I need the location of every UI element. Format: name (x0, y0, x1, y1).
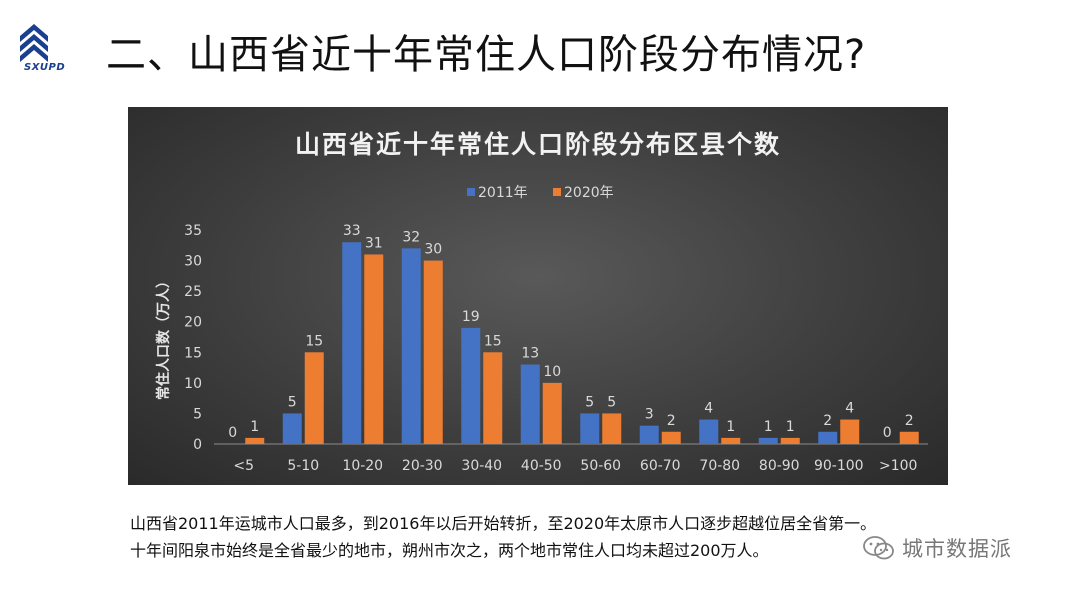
data-label: 15 (484, 333, 502, 349)
data-label: 0 (228, 425, 237, 441)
watermark: 城市数据派 (862, 533, 1012, 563)
bar-2020 (483, 352, 503, 444)
data-label: 0 (883, 425, 892, 441)
data-label: 19 (462, 309, 480, 325)
y-tick-label: 5 (193, 406, 202, 422)
bar-2011 (580, 413, 600, 444)
data-label: 2 (905, 413, 914, 429)
legend-label-1: 2020年 (564, 185, 614, 201)
bar-2020 (661, 431, 681, 444)
x-tick-label: 10-20 (342, 458, 383, 474)
x-tick-label: 80-90 (759, 458, 800, 474)
x-tick-label: >100 (879, 458, 917, 474)
y-tick-label: 20 (184, 315, 202, 331)
data-label: 1 (726, 419, 735, 435)
y-tick-label: 25 (184, 284, 202, 300)
logo-text: SXUPD (24, 62, 66, 73)
x-tick-label: 20-30 (402, 458, 443, 474)
bar-2011 (401, 248, 421, 444)
bar-2011 (342, 242, 362, 444)
data-label: 2 (823, 413, 832, 429)
sxupd-logo-icon (20, 24, 48, 62)
data-label: 2 (667, 413, 676, 429)
description-line-1: 山西省2011年运城市人口最多，到2016年以后开始转折，至2020年太原市人口… (130, 514, 877, 533)
x-tick-label: 30-40 (461, 458, 502, 474)
legend-swatch-1 (553, 188, 561, 196)
data-label: 4 (704, 401, 713, 417)
x-tick-label: 60-70 (640, 458, 681, 474)
data-label: 4 (845, 401, 854, 417)
bar-2011 (699, 419, 719, 444)
bar-2011 (461, 327, 481, 444)
y-axis-title: 常住人口数（万人） (155, 274, 172, 400)
bar-2020 (602, 413, 622, 444)
bar-2020 (721, 437, 741, 444)
data-label: 1 (250, 419, 259, 435)
y-tick-label: 15 (184, 345, 202, 361)
bar-2011 (639, 425, 659, 444)
data-label: 3 (645, 407, 654, 423)
data-label: 13 (521, 346, 539, 362)
description-line-2: 十年间阳泉市始终是全省最少的地市，朔州市次之，两个地市常住人口均未超过200万人… (130, 541, 769, 560)
bar-2020 (423, 260, 443, 444)
bar-2020 (245, 437, 265, 444)
data-label: 31 (365, 235, 383, 251)
y-tick-label: 0 (193, 437, 202, 453)
data-label: 5 (288, 394, 297, 410)
data-label: 30 (424, 242, 442, 258)
x-tick-label: 70-80 (699, 458, 740, 474)
bar-2020 (780, 437, 800, 444)
y-tick-label: 30 (184, 254, 202, 270)
legend-swatch-0 (467, 188, 475, 196)
chart-title: 山西省近十年常住人口阶段分布区县个数 (295, 130, 781, 159)
x-tick-label: 40-50 (521, 458, 562, 474)
bar-2020 (899, 431, 919, 444)
bar-2020 (542, 382, 562, 444)
chart-panel: 山西省近十年常住人口阶段分布区县个数 2011年 2020年 0 5 10 15 20 25 30… (128, 107, 948, 485)
data-label: 10 (543, 364, 561, 380)
x-tick-label: 90-100 (814, 458, 864, 474)
wechat-icon (863, 536, 894, 560)
bar-2011 (282, 413, 302, 444)
data-label: 5 (585, 394, 594, 410)
bar-2020 (364, 254, 384, 444)
page-title: 二、山西省近十年常住人口阶段分布情况? (106, 32, 867, 78)
x-tick-label: <5 (233, 458, 254, 474)
data-label: 1 (764, 419, 773, 435)
x-tick-label: 50-60 (580, 458, 621, 474)
y-tick-label: 10 (184, 376, 202, 392)
y-tick-label: 35 (184, 223, 202, 239)
data-label: 15 (305, 333, 323, 349)
data-label: 5 (607, 394, 616, 410)
bar-2020 (304, 352, 324, 444)
data-label: 33 (343, 223, 361, 239)
bar-2011 (818, 431, 838, 444)
bar-2011 (520, 364, 540, 444)
watermark-text: 城市数据派 (902, 537, 1012, 561)
data-label: 32 (402, 229, 420, 245)
data-label: 1 (786, 419, 795, 435)
description: 山西省2011年运城市人口最多，到2016年以后开始转折，至2020年太原市人口… (130, 510, 950, 564)
legend-label-0: 2011年 (478, 185, 528, 201)
bar-2020 (840, 419, 860, 444)
bar-2011 (758, 437, 778, 444)
x-tick-label: 5-10 (287, 458, 319, 474)
